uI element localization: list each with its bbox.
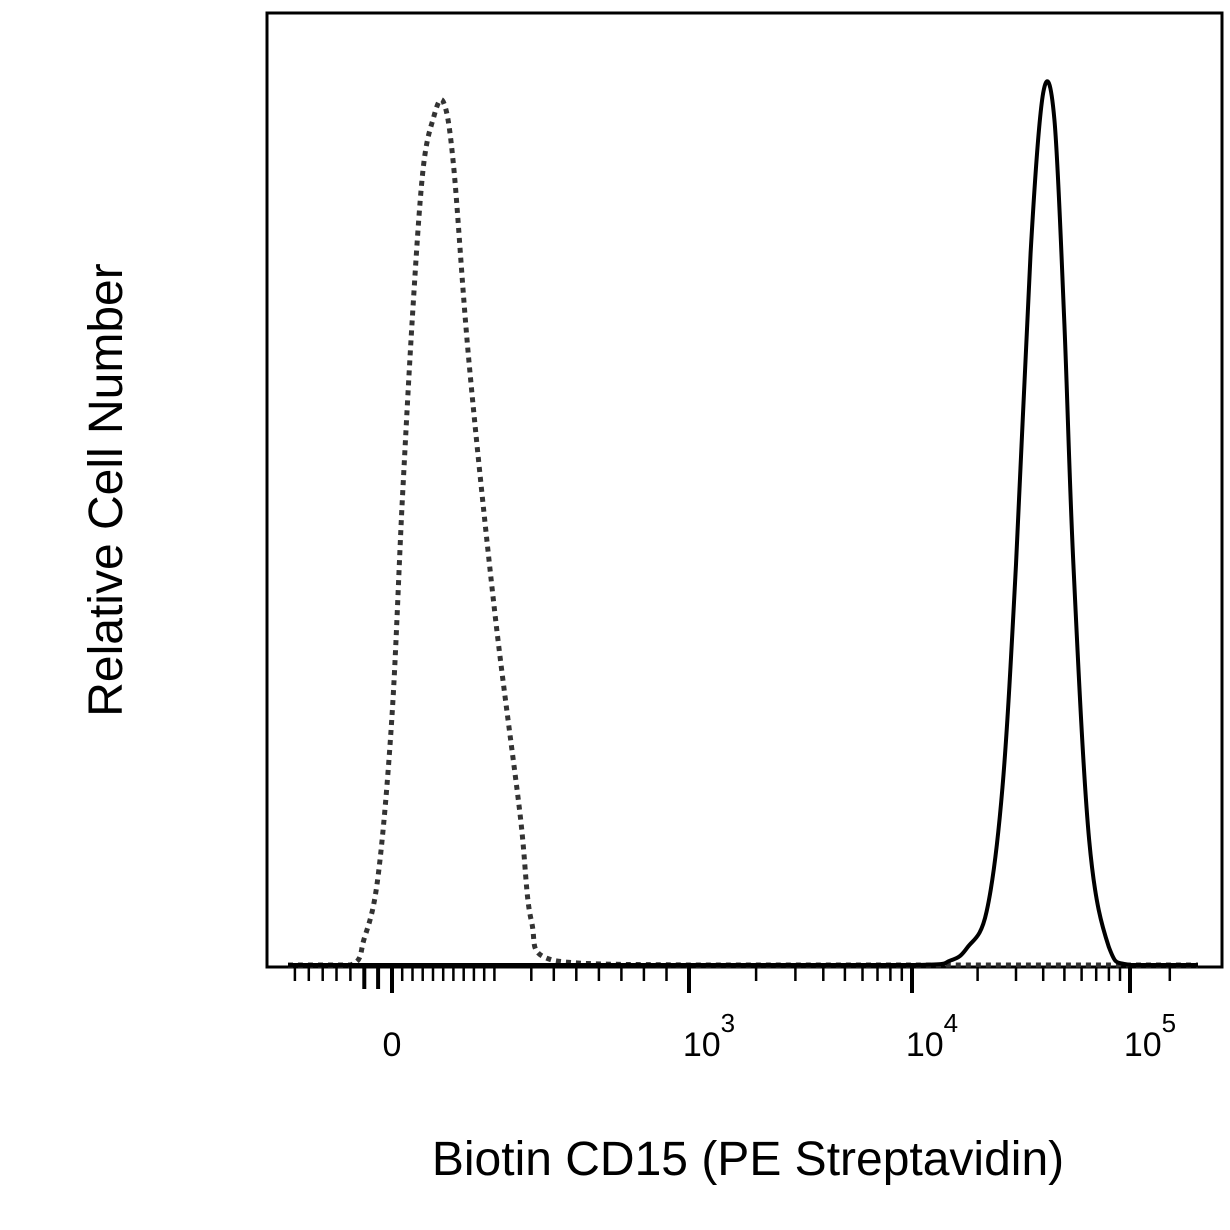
- y-axis-label: Relative Cell Number: [80, 263, 133, 717]
- series-line-dotted: [288, 97, 1198, 968]
- axis-labels: Biotin CD15 (PE Streptavidin) Relative C…: [80, 263, 1064, 1186]
- series-line-solid: [288, 79, 1198, 968]
- plot-layer: [265, 11, 1224, 969]
- x-axis-label: Biotin CD15 (PE Streptavidin): [432, 1133, 1064, 1186]
- x-tick-label: 0: [383, 1026, 402, 1064]
